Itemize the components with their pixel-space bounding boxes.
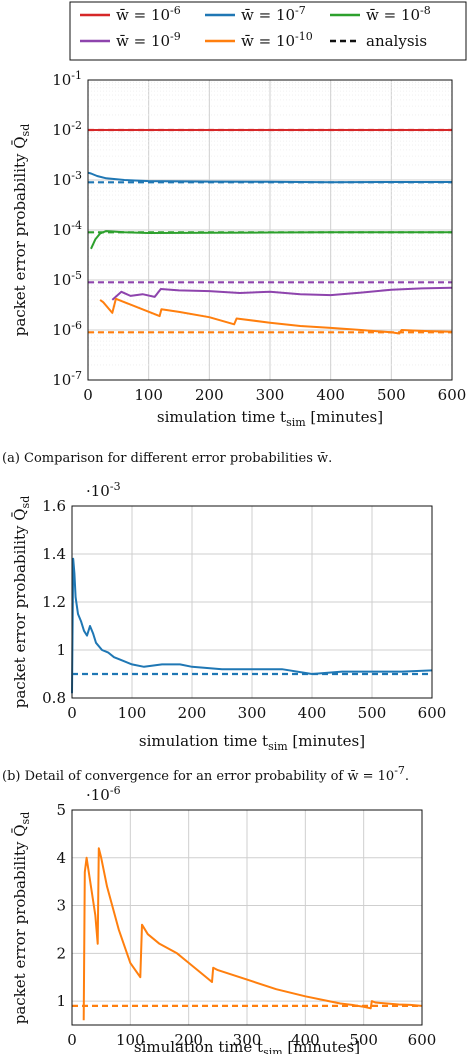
x-tick-label: 600 bbox=[408, 1031, 437, 1049]
legend-label: w̄ = 10-7​ bbox=[241, 4, 306, 24]
y-tick-label: 1 bbox=[56, 992, 66, 1010]
plot-b-caption: (b) Detail of convergence for an error p… bbox=[2, 764, 409, 784]
y-tick-label: 1 bbox=[56, 641, 66, 659]
plot-b-xlabel: simulation time tsim​ [minutes] bbox=[139, 732, 365, 753]
legend-label: w̄ = 10-6​ bbox=[116, 4, 181, 24]
y-tick-label: 5 bbox=[56, 801, 66, 819]
x-tick-label: 0 bbox=[67, 1031, 77, 1049]
plot-b-frame bbox=[71, 505, 433, 699]
series-line bbox=[99, 297, 453, 335]
x-tick-label: 500 bbox=[377, 386, 406, 404]
x-tick-label: 600 bbox=[418, 704, 447, 722]
x-tick-label: 300 bbox=[233, 1031, 262, 1049]
x-tick-label: 100 bbox=[134, 386, 163, 404]
series-line bbox=[82, 847, 423, 1021]
plot-c-xlabel: simulation time tsim​ [minutes] bbox=[134, 1038, 360, 1054]
series-line bbox=[71, 557, 433, 694]
plot-c-ylabel: packet error probability Q̄sd​ bbox=[11, 812, 32, 1025]
legend: w̄ = 10-6​ w̄ = 10-7​ w̄ = 10-8​ w̄ = 10-9​… bbox=[69, 1, 467, 61]
x-tick-label: 200 bbox=[174, 1031, 203, 1049]
y-tick-label: 2 bbox=[56, 944, 66, 962]
plot-c-multiplier: ·10-6​ bbox=[86, 784, 121, 804]
plot-a-xlabel: simulation time tsim​ [minutes] bbox=[157, 408, 383, 429]
plot-c-frame bbox=[71, 809, 423, 1026]
y-tick-label: 10-4​ bbox=[52, 219, 82, 239]
y-tick-label: 0.8 bbox=[42, 689, 66, 707]
x-tick-label: 500 bbox=[358, 704, 387, 722]
x-tick-label: 500 bbox=[349, 1031, 378, 1049]
legend-label: analysis bbox=[366, 32, 427, 50]
y-tick-label: 10-3​ bbox=[52, 169, 82, 189]
legend-frame bbox=[69, 1, 467, 61]
plot-a-frame bbox=[87, 79, 453, 381]
y-tick-label: 10-7​ bbox=[52, 369, 82, 389]
x-tick-label: 600 bbox=[438, 386, 467, 404]
x-tick-label: 200 bbox=[195, 386, 224, 404]
x-tick-label: 300 bbox=[238, 704, 267, 722]
plot-a-caption: (a) Comparison for different error proba… bbox=[2, 451, 332, 466]
x-tick-label: 400 bbox=[298, 704, 327, 722]
y-tick-label: 1.2 bbox=[42, 593, 66, 611]
legend-label: w̄ = 10-9​ bbox=[116, 30, 181, 50]
x-tick-label: 400 bbox=[291, 1031, 320, 1049]
legend-label: w̄ = 10-8​ bbox=[366, 4, 431, 24]
legend-label: w̄ = 10-10​ bbox=[241, 30, 313, 50]
x-tick-label: 300 bbox=[256, 386, 285, 404]
x-tick-label: 200 bbox=[178, 704, 207, 722]
plot-a: 0 100 200 300 400 500 600 10-7​ 10-6​ 10-5​ 10-4​ 1… bbox=[2, 69, 466, 466]
y-tick-label: 10-6​ bbox=[52, 319, 82, 339]
plot-b-ylabel: packet error probability Q̄sd​ bbox=[11, 496, 32, 709]
plot-a-ylabel: packet error probability Q̄sd​ bbox=[11, 124, 32, 337]
series-line bbox=[90, 230, 452, 250]
x-tick-label: 0 bbox=[83, 386, 93, 404]
y-tick-label: 1.4 bbox=[42, 545, 66, 563]
x-tick-label: 100 bbox=[116, 1031, 145, 1049]
y-tick-label: 3 bbox=[56, 897, 66, 915]
plot-c: 0 100 200 300 400 500 600 1 2 3 4 5 ·10-6​ packet e… bbox=[11, 784, 436, 1054]
y-tick-label: 1.6 bbox=[42, 497, 66, 515]
y-tick-label: 10-2​ bbox=[52, 119, 82, 139]
series-line bbox=[111, 286, 453, 301]
y-tick-label: 10-1​ bbox=[52, 69, 82, 89]
x-tick-label: 0 bbox=[67, 704, 77, 722]
x-tick-label: 400 bbox=[316, 386, 345, 404]
x-tick-label: 100 bbox=[118, 704, 147, 722]
y-tick-label: 4 bbox=[56, 849, 66, 867]
plot-b-multiplier: ·10-3​ bbox=[86, 480, 121, 500]
y-tick-label: 10-5​ bbox=[52, 269, 82, 289]
